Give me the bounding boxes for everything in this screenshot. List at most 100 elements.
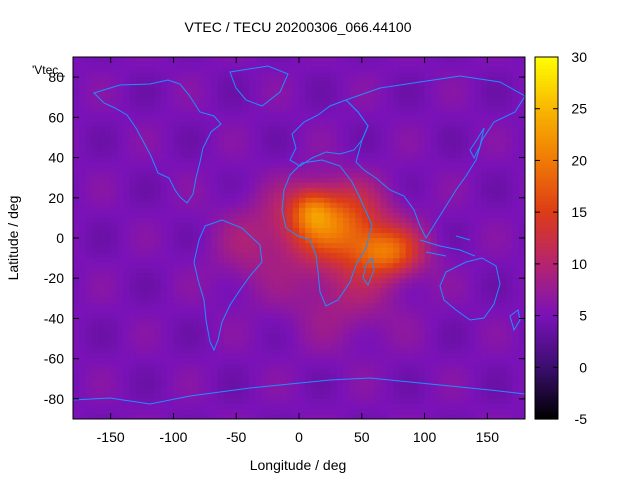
heatmap-cell <box>248 162 256 169</box>
heatmap-cell <box>98 268 105 274</box>
heatmap-cell <box>248 97 256 103</box>
heatmap-cell <box>493 167 501 174</box>
heatmap-cell <box>412 373 419 380</box>
heatmap-cell <box>399 137 407 144</box>
heatmap-cell <box>123 157 131 164</box>
heatmap-cell <box>430 62 438 68</box>
heatmap-cell <box>393 298 401 304</box>
heatmap-cell <box>455 318 463 325</box>
heatmap-cell <box>255 107 262 113</box>
heatmap-cell <box>487 263 495 269</box>
heatmap-cell <box>405 313 413 320</box>
heatmap-cell <box>211 227 218 234</box>
heatmap-cell <box>116 338 124 345</box>
heatmap-cell <box>361 92 369 98</box>
heatmap-cell <box>455 238 463 244</box>
heatmap-cell <box>399 353 407 360</box>
heatmap-cell <box>148 192 156 199</box>
heatmap-cell <box>154 298 162 304</box>
heatmap-cell <box>73 268 80 274</box>
heatmap-cell <box>248 358 256 365</box>
heatmap-cell <box>192 363 200 370</box>
heatmap-cell <box>405 353 413 360</box>
heatmap-cell <box>443 227 451 234</box>
heatmap-cell <box>154 147 162 154</box>
heatmap-cell <box>179 152 187 159</box>
heatmap-cell <box>273 102 281 108</box>
heatmap-cell <box>518 97 525 103</box>
heatmap-cell <box>135 102 143 108</box>
heatmap-cell <box>462 192 470 199</box>
heatmap-cell <box>173 398 181 405</box>
heatmap-cell <box>443 157 451 164</box>
heatmap-cell <box>330 232 338 239</box>
heatmap-cell <box>242 142 250 149</box>
heatmap-cell <box>474 142 482 149</box>
heatmap-cell <box>255 142 262 149</box>
heatmap-cell <box>167 217 175 224</box>
heatmap-cell <box>512 92 520 98</box>
heatmap-cell <box>430 303 438 309</box>
heatmap-cell <box>85 318 93 325</box>
heatmap-cell <box>474 258 482 264</box>
heatmap-cell <box>179 192 187 199</box>
heatmap-cell <box>380 212 388 219</box>
heatmap-cell <box>493 192 501 199</box>
heatmap-cell <box>211 232 218 239</box>
heatmap-cell <box>154 253 162 259</box>
heatmap-cell <box>229 328 237 335</box>
heatmap-cell <box>399 313 407 320</box>
heatmap-cell <box>91 293 99 299</box>
heatmap-cell <box>418 92 426 98</box>
heatmap-cell <box>380 398 388 405</box>
heatmap-cell <box>499 338 507 345</box>
heatmap-cell <box>142 212 149 219</box>
heatmap-cell <box>455 192 463 199</box>
heatmap-cell <box>273 348 281 355</box>
heatmap-cell <box>518 72 525 78</box>
heatmap-cell <box>116 132 124 139</box>
heatmap-cell <box>299 268 306 274</box>
heatmap-cell <box>186 137 193 144</box>
heatmap-cell <box>518 273 525 279</box>
heatmap-cell <box>361 248 369 254</box>
heatmap-cell <box>167 308 175 315</box>
heatmap-cell <box>236 67 244 73</box>
heatmap-cell <box>280 263 288 269</box>
heatmap-cell <box>85 343 93 350</box>
heatmap-cell <box>474 77 482 83</box>
heatmap-cell <box>474 243 482 249</box>
heatmap-cell <box>324 253 331 259</box>
heatmap-cell <box>455 92 463 98</box>
heatmap-cell <box>324 268 331 274</box>
heatmap-cell <box>173 268 181 274</box>
heatmap-cell <box>405 248 413 254</box>
heatmap-cell <box>217 238 225 244</box>
heatmap-cell <box>123 177 131 184</box>
heatmap-cell <box>487 97 495 103</box>
heatmap-cell <box>361 172 369 179</box>
heatmap-cell <box>518 157 525 164</box>
heatmap-cell <box>361 107 369 113</box>
heatmap-cell <box>129 87 137 93</box>
heatmap-cell <box>85 62 93 68</box>
heatmap-cell <box>418 142 426 149</box>
heatmap-cell <box>380 222 388 229</box>
heatmap-cell <box>506 57 514 63</box>
heatmap-cell <box>393 207 401 214</box>
heatmap-cell <box>280 363 288 370</box>
heatmap-cell <box>443 92 451 98</box>
heatmap-cell <box>317 258 325 264</box>
heatmap-cell <box>292 338 300 345</box>
heatmap-cell <box>449 308 457 315</box>
heatmap-cell <box>223 197 231 204</box>
heatmap-cell <box>160 293 168 299</box>
heatmap-cell <box>399 92 407 98</box>
heatmap-cell <box>518 222 525 229</box>
heatmap-cell <box>330 67 338 73</box>
heatmap-cell <box>518 368 525 375</box>
heatmap-cell <box>493 152 501 159</box>
heatmap-cell <box>355 273 363 279</box>
heatmap-cell <box>110 82 118 88</box>
heatmap-cell <box>167 358 175 365</box>
